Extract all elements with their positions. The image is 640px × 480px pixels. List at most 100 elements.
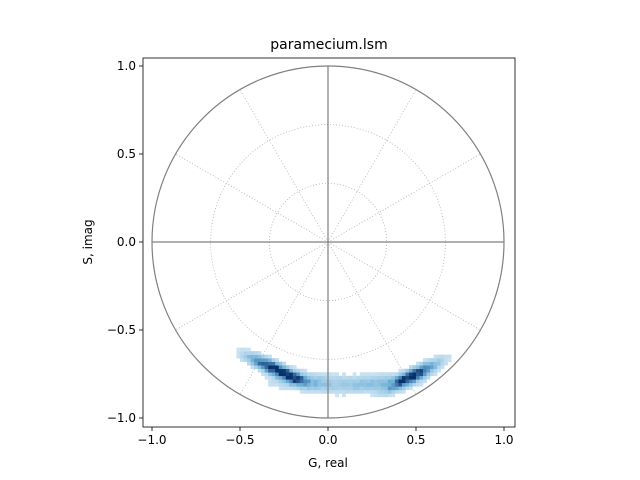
histogram-bin — [387, 372, 392, 377]
histogram-bin — [338, 375, 343, 380]
histogram-bin — [433, 358, 438, 362]
x-tick-label: 0.5 — [406, 433, 425, 447]
histogram-bin — [447, 358, 452, 362]
histogram-bin — [447, 354, 452, 359]
histogram-bin — [423, 372, 427, 377]
histogram-bin — [419, 375, 424, 380]
histogram-bin — [437, 365, 441, 370]
histogram-bin — [430, 372, 434, 377]
histogram-bin — [338, 382, 343, 387]
histogram-bin — [303, 372, 308, 377]
histogram-bin — [359, 389, 364, 394]
histogram-bin — [264, 361, 269, 366]
histogram-bin — [387, 379, 392, 384]
histogram-bin — [412, 379, 417, 384]
histogram-bin — [370, 375, 375, 380]
histogram-bin — [377, 393, 382, 398]
histogram-bin — [320, 375, 325, 380]
histogram-bin — [328, 389, 332, 394]
histogram-bin — [285, 368, 290, 373]
histogram-bin — [352, 389, 357, 394]
histogram-bin — [426, 358, 431, 362]
histogram-bin — [271, 361, 276, 366]
histogram-bin — [444, 358, 448, 362]
histogram-bin — [254, 351, 258, 355]
histogram-bin — [416, 361, 420, 366]
histogram-bin — [412, 382, 417, 387]
histogram-bin — [303, 375, 308, 380]
histogram-bin — [285, 375, 290, 380]
histogram-bin — [426, 361, 431, 366]
histogram-bin — [440, 361, 445, 366]
histogram-bin — [310, 389, 315, 394]
histogram-bin — [331, 386, 336, 391]
histogram-bin — [243, 354, 248, 359]
histogram-bin — [440, 365, 445, 370]
histogram-bin — [250, 365, 255, 370]
histogram-bin — [275, 372, 280, 377]
histogram-bin — [338, 379, 343, 384]
y-tick-label: 1.0 — [117, 59, 136, 73]
histogram-bin — [240, 351, 244, 355]
histogram-bin — [426, 365, 431, 370]
histogram-bin — [408, 368, 413, 373]
histogram-bin — [380, 372, 385, 377]
histogram-bin — [335, 389, 339, 394]
histogram-bin — [335, 372, 339, 377]
polar-grid-radial-line — [327, 89, 417, 243]
histogram-bin — [440, 358, 445, 362]
histogram-bin — [398, 368, 403, 373]
histogram-bin — [264, 375, 269, 380]
histogram-bin — [335, 375, 339, 380]
histogram-bin — [328, 386, 332, 391]
histogram-bin — [289, 375, 294, 380]
histogram-bin — [299, 375, 304, 380]
histogram-bin — [271, 375, 276, 380]
histogram-bin — [261, 354, 265, 359]
histogram-bin — [306, 379, 311, 384]
histogram-bin — [352, 375, 357, 380]
histogram-bin — [275, 365, 280, 370]
histogram-bin — [320, 372, 325, 377]
histogram-bin — [405, 386, 410, 391]
histogram-bin — [264, 354, 269, 359]
histogram-bin — [271, 379, 276, 384]
histogram-bin — [384, 379, 389, 384]
histogram-bin — [299, 379, 304, 384]
histogram-bin — [268, 382, 272, 387]
polar-grid-radial-line — [175, 241, 329, 331]
histogram-bin — [384, 386, 389, 391]
histogram-bin — [345, 375, 350, 380]
histogram-bin — [401, 375, 406, 380]
histogram-bin — [278, 375, 283, 380]
histogram-bin — [437, 361, 441, 366]
histogram-bin — [303, 386, 308, 391]
histogram-bin — [345, 379, 350, 384]
histogram-bin — [254, 358, 258, 362]
histogram-bin — [292, 365, 297, 370]
histogram-bin — [313, 382, 318, 387]
histogram-bin — [299, 368, 304, 373]
histogram-bin — [324, 382, 329, 387]
histogram-bin — [391, 382, 396, 387]
histogram-bin — [423, 365, 427, 370]
histogram-bin — [278, 372, 283, 377]
histogram-bin — [342, 382, 346, 387]
histogram-bin — [282, 361, 287, 366]
histogram-bin — [254, 354, 258, 359]
histogram-bin — [278, 382, 283, 387]
histogram-bin — [423, 358, 427, 362]
histogram-bin — [405, 372, 410, 377]
histogram-bin — [373, 382, 378, 387]
y-tick-label: 0.0 — [117, 235, 136, 249]
x-tick-label: −0.5 — [225, 433, 254, 447]
histogram-bin — [363, 372, 368, 377]
histogram-bin — [370, 382, 375, 387]
histogram-bin — [292, 368, 297, 373]
histogram-bin — [303, 368, 308, 373]
histogram-bin — [289, 372, 294, 377]
histogram-bin — [236, 347, 241, 352]
histogram-bin — [342, 379, 346, 384]
histogram-bin — [335, 393, 339, 398]
histogram-bin — [271, 358, 276, 362]
